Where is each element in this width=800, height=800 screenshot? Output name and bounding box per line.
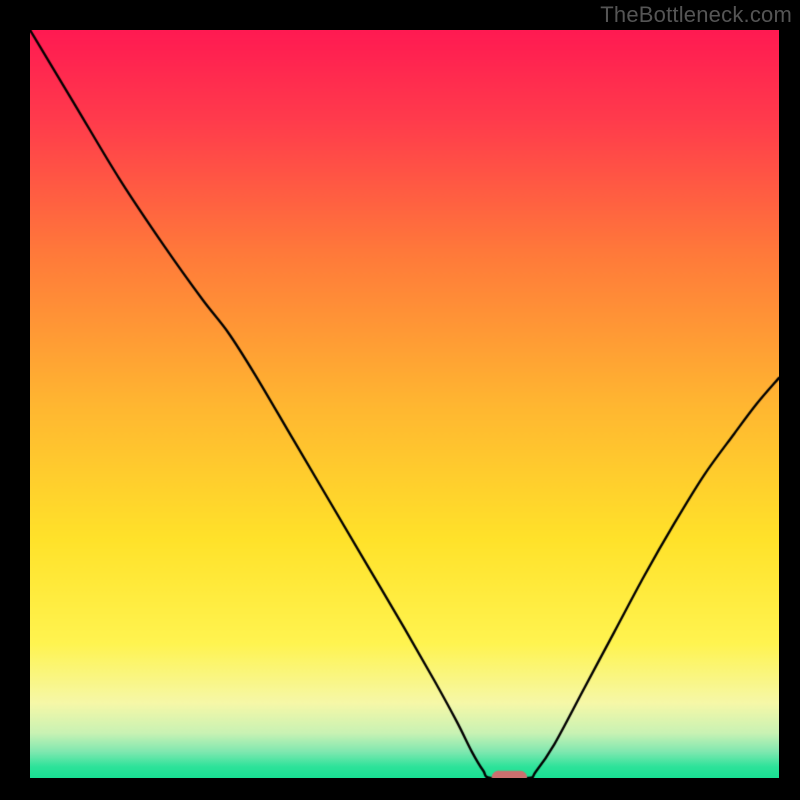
watermark-label: TheBottleneck.com [600,2,792,28]
chart-frame: TheBottleneck.com [0,0,800,800]
plot-area [30,30,779,778]
bottleneck-curve-chart [30,30,779,778]
